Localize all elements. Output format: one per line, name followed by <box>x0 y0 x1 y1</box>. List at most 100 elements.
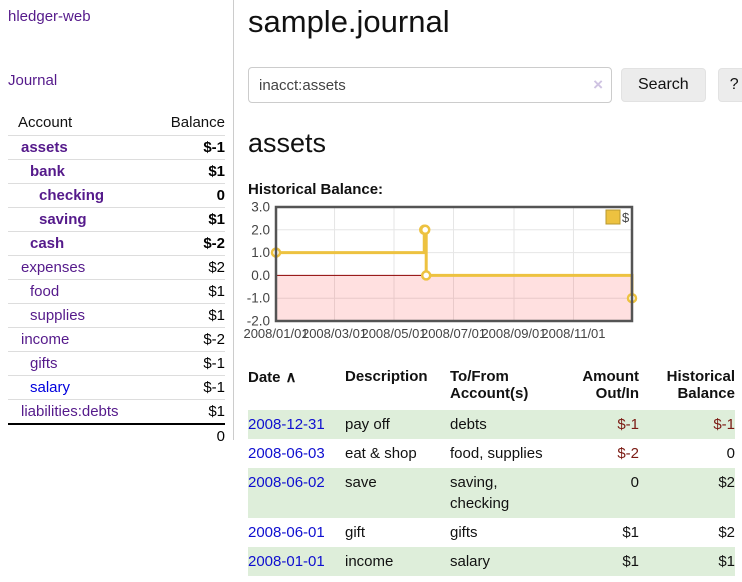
svg-text:1.0: 1.0 <box>251 245 270 260</box>
tx-date-link[interactable]: 2008-06-01 <box>248 524 325 541</box>
register-header-accounts: To/From Account(s) <box>450 368 529 402</box>
register-row: 2008-01-01 income salary $1 $1 <box>248 547 735 576</box>
register-header-description: Description <box>345 368 428 385</box>
account-balance: $-1 <box>203 355 225 372</box>
journal-nav: Journal <box>8 72 233 89</box>
account-header-cell: Account <box>18 114 73 131</box>
account-row: cash $-2 <box>8 231 225 256</box>
tx-date-link[interactable]: 2008-01-01 <box>248 553 325 570</box>
svg-text:2008/07/01: 2008/07/01 <box>421 326 486 341</box>
tx-accounts: salary <box>450 553 491 570</box>
tx-description: gift <box>345 524 366 541</box>
account-link[interactable]: food <box>30 283 60 300</box>
tx-accounts: food, supplies <box>450 445 543 462</box>
tx-date-link[interactable]: 2008-06-02 <box>248 474 325 491</box>
tx-amount: $1 <box>622 553 639 570</box>
register-header-balance: Historical Balance <box>666 368 735 402</box>
sort-asc-icon: ∧ <box>285 369 297 386</box>
tx-description: income <box>345 553 394 570</box>
account-balance: $1 <box>208 163 225 180</box>
account-row: income $-2 <box>8 327 225 352</box>
clear-search-icon[interactable]: × <box>593 75 603 94</box>
register-row: 2008-06-03 eat & shop food, supplies $-2 0 <box>248 439 735 468</box>
account-row: food $1 <box>8 279 225 304</box>
accounts-header-row: Account Balance <box>8 110 225 136</box>
account-link[interactable]: bank <box>30 163 66 180</box>
sidebar: hledger-web Journal Account Balance asse… <box>0 0 234 445</box>
svg-text:0.0: 0.0 <box>251 268 270 283</box>
tx-balance: $1 <box>718 553 735 570</box>
account-link[interactable]: saving <box>39 211 87 228</box>
account-heading: assets <box>248 128 327 158</box>
accounts-table: Account Balance assets $-1 bank $1 checking 0… <box>8 110 225 448</box>
brand-link[interactable]: hledger-web <box>8 8 91 25</box>
account-link[interactable]: liabilities:debts <box>21 403 119 420</box>
register-row: 2008-06-02 save saving, checking 0 $2 <box>248 468 735 518</box>
register-body: 2008-12-31 pay off debts $-1 $-1 2008-06-03 ea… <box>248 410 735 576</box>
account-balance: $1 <box>208 283 225 300</box>
account-row: assets $-1 <box>8 135 225 160</box>
account-balance: $2 <box>208 259 225 276</box>
tx-amount: 0 <box>630 474 639 491</box>
help-button[interactable]: ? <box>717 68 742 102</box>
svg-text:2008/03/01: 2008/03/01 <box>302 326 367 341</box>
tx-accounts: debts <box>450 416 487 433</box>
account-row: salary $-1 <box>8 375 225 400</box>
account-row: gifts $-1 <box>8 351 225 376</box>
journal-link[interactable]: Journal <box>8 72 58 89</box>
search-input[interactable] <box>248 67 612 103</box>
account-row: liabilities:debts $1 <box>8 399 225 425</box>
tx-date-link[interactable]: 2008-06-03 <box>248 445 325 462</box>
account-link[interactable]: expenses <box>21 259 86 276</box>
account-link[interactable]: salary <box>30 379 71 396</box>
tx-balance: $-1 <box>713 416 735 433</box>
account-balance: $-2 <box>203 235 225 252</box>
register-header-date[interactable]: Date ∧ <box>248 369 297 386</box>
tx-balance: $2 <box>718 524 735 541</box>
register-row: 2008-12-31 pay off debts $-1 $-1 <box>248 410 735 439</box>
tx-amount: $-2 <box>617 445 639 462</box>
tx-balance: 0 <box>726 445 735 462</box>
account-balance: $-2 <box>203 331 225 348</box>
tx-accounts: gifts <box>450 524 478 541</box>
balance-chart: $3.0 2.0 1.0 0.0 -1.0 -2.02008/01/012008/03/0… <box>243 200 638 341</box>
search-input-wrap: × <box>248 67 612 103</box>
register-row: 2008-06-01 gift gifts $1 $2 <box>248 518 735 547</box>
svg-text:-2.0: -2.0 <box>247 314 270 329</box>
account-row: supplies $1 <box>8 303 225 328</box>
tx-date-link[interactable]: 2008-12-31 <box>248 416 325 433</box>
svg-text:2008/11/01: 2008/11/01 <box>541 326 605 341</box>
svg-text:-1.0: -1.0 <box>247 291 270 306</box>
accounts-total-value: 0 <box>216 428 225 445</box>
account-link[interactable]: cash <box>30 235 65 252</box>
svg-text:2008/05/01: 2008/05/01 <box>361 326 426 341</box>
account-link[interactable]: assets <box>21 139 68 156</box>
tx-description: pay off <box>345 416 390 433</box>
search-button[interactable]: Search <box>621 68 706 102</box>
tx-description: eat & shop <box>345 445 417 462</box>
account-balance: $1 <box>208 211 225 228</box>
main-content: sample.journal × Search ? assets Histori… <box>243 0 742 576</box>
svg-text:2008/01/01: 2008/01/01 <box>243 326 308 341</box>
account-link[interactable]: gifts <box>30 355 58 372</box>
account-balance: $-1 <box>203 379 225 396</box>
tx-amount: $1 <box>622 524 639 541</box>
register-header-row: Date ∧ Description To/From Account(s) Amo… <box>248 366 735 410</box>
balance-header-cell: Balance <box>170 114 225 131</box>
account-balance: $1 <box>208 307 225 324</box>
account-link[interactable]: income <box>21 331 70 348</box>
tx-amount: $-1 <box>617 416 639 433</box>
account-link[interactable]: supplies <box>30 307 86 324</box>
account-balance: $1 <box>208 403 225 420</box>
account-row: expenses $2 <box>8 255 225 280</box>
accounts-total-row: 0 <box>8 424 225 448</box>
chart-title: Historical Balance: <box>248 181 384 198</box>
account-link[interactable]: checking <box>39 187 105 204</box>
svg-text:3.0: 3.0 <box>251 200 270 215</box>
register-header-amount: Amount Out/In <box>582 368 639 402</box>
brand: hledger-web <box>8 8 233 25</box>
account-row: saving $1 <box>8 207 225 232</box>
tx-description: save <box>345 474 377 491</box>
account-balance: $-1 <box>203 139 225 156</box>
svg-text:2.0: 2.0 <box>251 222 270 237</box>
